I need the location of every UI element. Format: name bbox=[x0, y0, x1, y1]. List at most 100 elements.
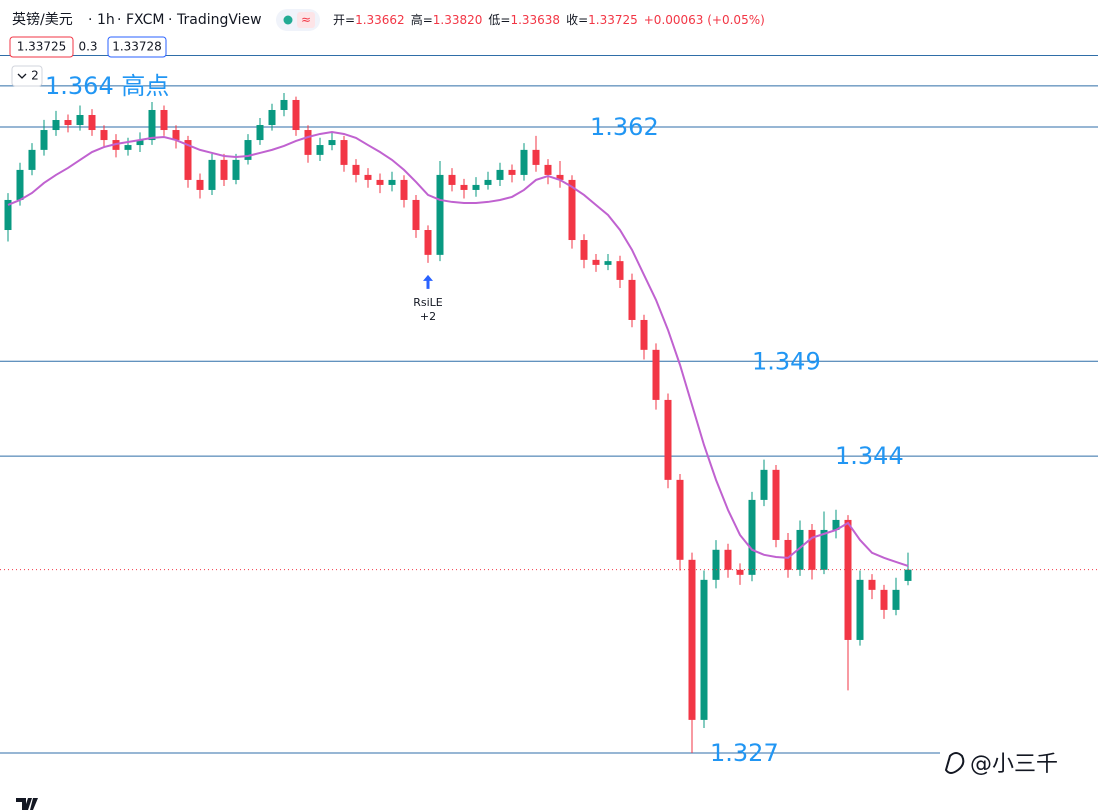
separator: · bbox=[168, 12, 172, 28]
candle-body bbox=[52, 120, 60, 131]
levels: 1.364 高点 1.362 1.349 1.344 1.327 bbox=[0, 54, 1098, 767]
candle-body bbox=[508, 169, 516, 175]
candle-body bbox=[628, 279, 636, 320]
candle-body bbox=[412, 199, 420, 231]
candle-body bbox=[820, 529, 828, 570]
candle-body bbox=[856, 579, 864, 640]
candle-body bbox=[688, 559, 696, 720]
candle-body bbox=[736, 569, 744, 575]
candle-body bbox=[448, 174, 456, 185]
candle-body bbox=[16, 169, 24, 200]
candle-body bbox=[76, 115, 84, 126]
candle-body bbox=[796, 529, 804, 570]
candle-body bbox=[520, 149, 528, 175]
candle-body bbox=[832, 519, 840, 530]
candle-body bbox=[580, 240, 588, 260]
candle-body bbox=[676, 479, 684, 560]
level-label: 1.327 bbox=[710, 739, 779, 767]
candle-body bbox=[616, 261, 624, 280]
platform: TradingView bbox=[176, 12, 262, 28]
candle-body bbox=[316, 145, 324, 155]
candle-body bbox=[232, 159, 240, 180]
watermark: @小三千 bbox=[944, 752, 1058, 777]
ohlc-item: 高=1.33820 bbox=[411, 12, 483, 27]
header: 英镑/美元 · 1h · FXCM · TradingView ≈ 开=1.33… bbox=[9, 9, 1058, 810]
ohlc-item: 收=1.33725 bbox=[566, 13, 638, 27]
candle-body bbox=[724, 549, 732, 570]
candle-body bbox=[352, 164, 360, 175]
candle-body bbox=[376, 179, 384, 185]
candle-body bbox=[40, 130, 48, 150]
candle-body bbox=[172, 130, 180, 141]
candle-body bbox=[304, 130, 312, 155]
candle-body bbox=[652, 349, 660, 400]
candle-body bbox=[496, 169, 504, 180]
candle-body bbox=[484, 179, 492, 185]
signal-quantity: +2 bbox=[420, 310, 436, 323]
candle-body bbox=[460, 184, 468, 190]
candle-body bbox=[544, 164, 552, 175]
indicator-toggle[interactable] bbox=[11, 65, 43, 87]
tv-logo bbox=[16, 798, 38, 810]
candle-body bbox=[364, 174, 372, 180]
candles bbox=[0, 93, 1098, 753]
signal-text: RsiLE bbox=[413, 296, 443, 309]
candle-body bbox=[556, 174, 564, 180]
level-label: 1.362 bbox=[590, 113, 659, 141]
candle-body bbox=[160, 109, 168, 131]
candle-body bbox=[256, 125, 264, 141]
level-label: 1.349 bbox=[752, 347, 821, 375]
indicator-count: 2 bbox=[31, 69, 39, 83]
candle-body bbox=[208, 159, 216, 190]
candle-body bbox=[532, 149, 540, 165]
status-badge bbox=[297, 12, 315, 28]
candle-body bbox=[184, 140, 192, 180]
candle-body bbox=[844, 519, 852, 640]
candle-body bbox=[220, 159, 228, 180]
ohlc-item: 开=1.33662 bbox=[333, 13, 405, 27]
interval: 1h bbox=[97, 12, 115, 28]
candle-body bbox=[328, 140, 336, 146]
status-dot bbox=[283, 15, 293, 25]
candle-body bbox=[268, 109, 276, 126]
candle-body bbox=[88, 115, 96, 131]
candle-body bbox=[760, 469, 768, 500]
level-label: 1.364 高点 bbox=[45, 72, 169, 100]
candle-body bbox=[640, 319, 648, 350]
source: FXCM bbox=[126, 12, 164, 28]
candle-body bbox=[784, 539, 792, 570]
badge bbox=[107, 36, 167, 58]
candle-body bbox=[604, 261, 612, 265]
candle-body bbox=[292, 99, 300, 131]
candle-body bbox=[28, 149, 36, 170]
candle-body bbox=[892, 589, 900, 610]
status-icon: ≈ bbox=[301, 13, 311, 27]
candle-body bbox=[340, 140, 348, 165]
signal-arrow bbox=[423, 274, 433, 289]
separator: · bbox=[117, 12, 121, 28]
ohlc-legend: 开=1.33662 高=1.33820 低=1.33638 收=1.33725 +0.0… bbox=[333, 12, 765, 27]
level-label: 1.344 bbox=[835, 442, 904, 470]
ma-line bbox=[7, 130, 909, 567]
symbol: 英镑/美元 bbox=[12, 11, 73, 28]
candle-body bbox=[388, 179, 396, 185]
badge bbox=[9, 36, 74, 58]
candle-body bbox=[808, 529, 816, 570]
chevron bbox=[17, 73, 27, 79]
candle-body bbox=[4, 199, 12, 231]
candle-body bbox=[100, 130, 108, 141]
candle-body bbox=[664, 399, 672, 480]
candle-body bbox=[196, 179, 204, 190]
candle-body bbox=[400, 179, 408, 200]
candle-body bbox=[712, 549, 720, 580]
badge-text: 0.3 bbox=[78, 40, 97, 54]
annotations: RsiLE+2 bbox=[413, 274, 443, 323]
candle-body bbox=[436, 174, 444, 255]
candle-body bbox=[124, 145, 132, 150]
candle-body bbox=[568, 179, 576, 241]
candle-body bbox=[868, 579, 876, 590]
candle-body bbox=[148, 109, 156, 141]
separator: · bbox=[88, 12, 92, 28]
